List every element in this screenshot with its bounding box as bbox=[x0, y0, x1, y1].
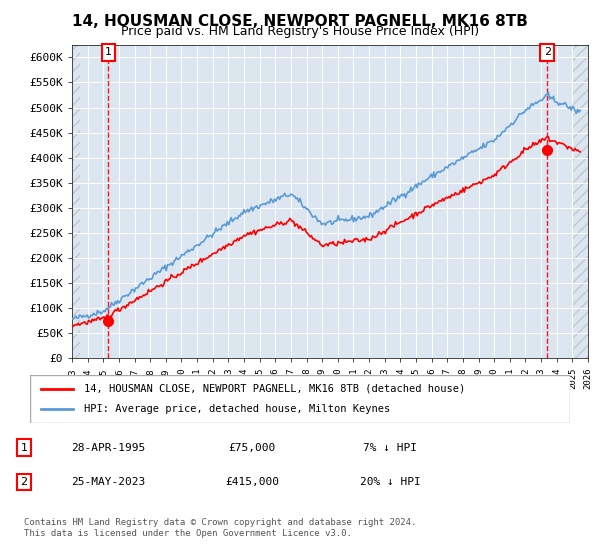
Text: £75,000: £75,000 bbox=[229, 442, 275, 452]
Text: 28-APR-1995: 28-APR-1995 bbox=[71, 442, 145, 452]
Text: Price paid vs. HM Land Registry's House Price Index (HPI): Price paid vs. HM Land Registry's House … bbox=[121, 25, 479, 38]
Text: 2: 2 bbox=[544, 48, 551, 57]
Text: 7% ↓ HPI: 7% ↓ HPI bbox=[363, 442, 417, 452]
Text: 14, HOUSMAN CLOSE, NEWPORT PAGNELL, MK16 8TB: 14, HOUSMAN CLOSE, NEWPORT PAGNELL, MK16… bbox=[72, 14, 528, 29]
Text: 2: 2 bbox=[20, 477, 28, 487]
Text: Contains HM Land Registry data © Crown copyright and database right 2024.
This d: Contains HM Land Registry data © Crown c… bbox=[24, 518, 416, 538]
Text: £415,000: £415,000 bbox=[225, 477, 279, 487]
Text: 1: 1 bbox=[20, 442, 28, 452]
Text: HPI: Average price, detached house, Milton Keynes: HPI: Average price, detached house, Milt… bbox=[84, 404, 390, 414]
Text: 25-MAY-2023: 25-MAY-2023 bbox=[71, 477, 145, 487]
Text: 14, HOUSMAN CLOSE, NEWPORT PAGNELL, MK16 8TB (detached house): 14, HOUSMAN CLOSE, NEWPORT PAGNELL, MK16… bbox=[84, 384, 465, 394]
Text: 20% ↓ HPI: 20% ↓ HPI bbox=[359, 477, 421, 487]
Text: 1: 1 bbox=[105, 48, 112, 57]
FancyBboxPatch shape bbox=[30, 375, 570, 423]
